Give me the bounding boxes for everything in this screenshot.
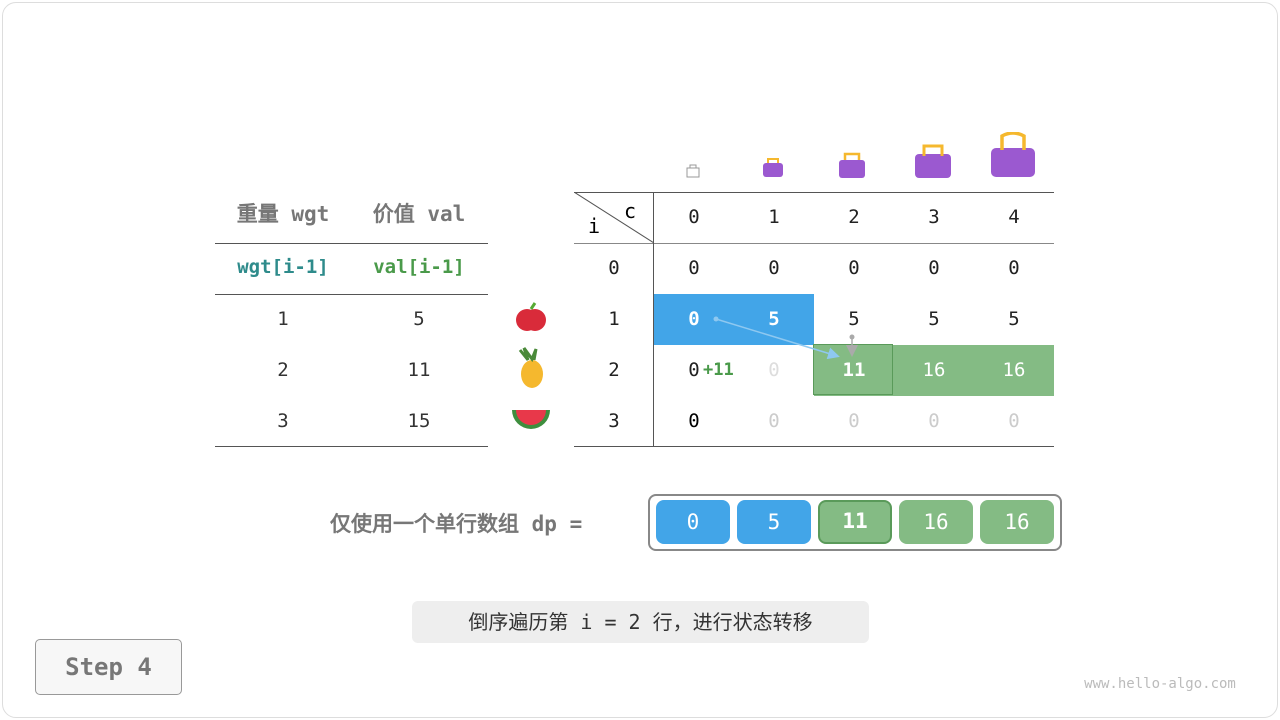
divider [653, 192, 654, 446]
col-header: 4 [1008, 206, 1020, 228]
bag-icon-3 [915, 144, 951, 178]
dp-label: 仅使用一个单行数组 dp = [330, 512, 583, 536]
dp-cell: 0 [848, 257, 860, 279]
subheader-val: val[i-1] [373, 256, 465, 278]
corner-diagonal [574, 192, 654, 243]
dp-cell-current: 11 [818, 500, 892, 544]
dp-cell: 0 [1008, 257, 1020, 279]
val-cell: 5 [413, 308, 425, 330]
subheader-wgt: wgt[i-1] [237, 256, 329, 278]
dp-cell: 16 [980, 500, 1054, 544]
dp-cell: 0 [656, 500, 730, 544]
row-header: 2 [608, 359, 620, 381]
row-header: 1 [608, 308, 620, 330]
dp-cell: 5 [768, 308, 780, 330]
highlight-prev-row [654, 294, 814, 345]
dp-cell: 11 [842, 359, 866, 381]
divider [574, 446, 1054, 447]
dp-cell: 0 [688, 410, 700, 432]
caption: 倒序遍历第 i = 2 行，进行状态转移 [412, 601, 869, 643]
row-header: 3 [608, 410, 620, 432]
current-cell-outline [813, 344, 893, 395]
dp-cell: 5 [848, 308, 860, 330]
col-header: 0 [688, 206, 700, 228]
apple-icon [516, 302, 546, 331]
dp-cell: 0 [768, 359, 780, 381]
wgt-cell: 2 [277, 359, 289, 381]
dp-cell: 0 [928, 257, 940, 279]
divider [215, 294, 488, 295]
divider [215, 446, 488, 447]
dp-cell: 16 [1002, 359, 1026, 381]
arrow-from-left [715, 318, 840, 360]
val-cell: 11 [407, 359, 431, 381]
bag-icon-1 [763, 158, 783, 177]
header-wgt: 重量 wgt [236, 202, 330, 226]
watermark: www.hello-algo.com [1084, 676, 1236, 692]
col-header: 3 [928, 206, 940, 228]
dp-cell: 0 [1008, 410, 1020, 432]
dp-cell: 16 [899, 500, 973, 544]
pineapple-icon [518, 347, 543, 388]
bag-icon-0 [686, 164, 700, 178]
dp-cell: 0 [768, 257, 780, 279]
header-val: 价值 val [372, 202, 466, 226]
dp-cell: 0 [688, 308, 700, 330]
corner-c: c [624, 199, 637, 223]
dp-cell: 5 [928, 308, 940, 330]
divider [574, 192, 1054, 193]
divider [215, 243, 488, 244]
dp-cell: 5 [737, 500, 811, 544]
dp-cell: 0 [928, 410, 940, 432]
dp-cell: 0 [768, 410, 780, 432]
dp-cell: 0 [848, 410, 860, 432]
dp-cell: 16 [922, 359, 946, 381]
watermelon-icon [512, 410, 550, 429]
dp-array [648, 494, 1062, 551]
corner-i: i [588, 214, 601, 238]
dp-cell: 5 [1008, 308, 1020, 330]
divider [574, 243, 1054, 244]
bag-icon-2 [839, 152, 865, 178]
dp-cell: 0 [688, 359, 700, 381]
wgt-cell: 3 [277, 410, 289, 432]
step-button[interactable]: Step 4 [35, 639, 182, 695]
value-annotation: +11 [703, 360, 734, 380]
col-header: 1 [768, 206, 780, 228]
val-cell: 15 [407, 410, 431, 432]
row-header: 0 [608, 257, 620, 279]
bag-icon-4 [991, 132, 1035, 177]
wgt-cell: 1 [277, 308, 289, 330]
col-header: 2 [848, 206, 860, 228]
dp-cell: 0 [688, 257, 700, 279]
